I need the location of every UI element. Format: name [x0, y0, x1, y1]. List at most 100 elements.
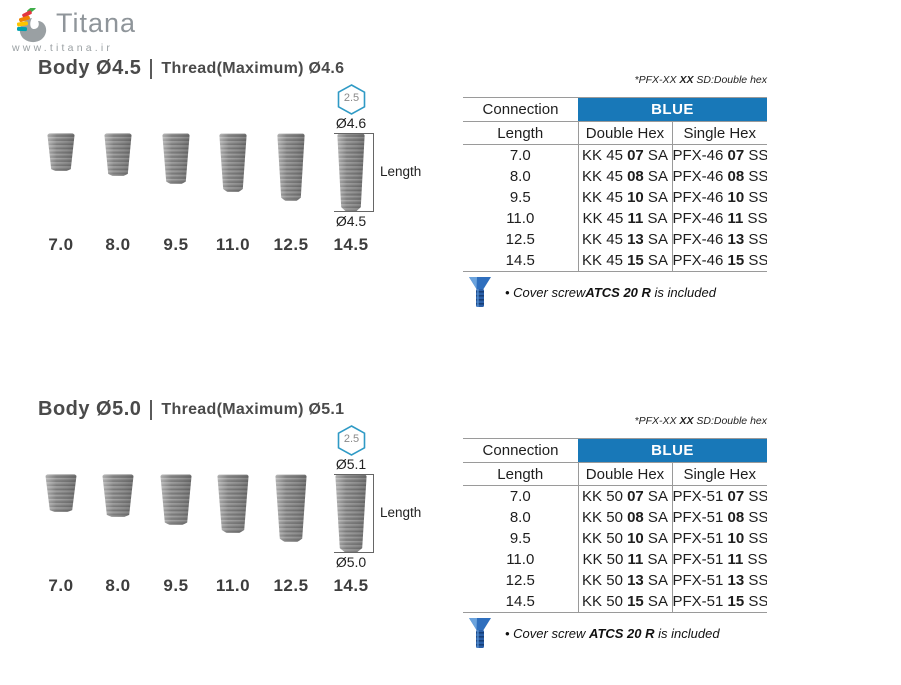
cell-single-hex: PFX-46 11 SS	[671, 208, 767, 229]
col-header-blue: BLUE	[578, 438, 767, 463]
code-post: SS	[744, 488, 767, 505]
code-post: SS	[744, 572, 767, 589]
diameter-top-label: Ø5.1	[335, 456, 367, 472]
code-post: SS	[744, 509, 767, 526]
size-label: 14.5	[333, 576, 369, 595]
code-bold: 08	[727, 509, 745, 526]
col-header-connection: Connection	[463, 97, 578, 122]
table-row: 11.0 KK 45 11 SA PFX-46 11 SS	[463, 208, 767, 229]
cell-length: 8.0	[509, 168, 531, 185]
cell-double-hex: KK 45 13 SA	[577, 229, 672, 250]
code-pre: KK 45	[582, 231, 628, 248]
code-post: SA	[643, 488, 668, 505]
cover-screw-icon	[469, 277, 491, 307]
implant-illustration	[335, 474, 367, 552]
implant-illustration	[162, 133, 190, 184]
table-row: 11.0 KK 50 11 SA PFX-51 11 SS	[463, 549, 767, 570]
product-table: Connection BLUE Length Double Hex Single…	[463, 97, 767, 272]
cover-post: is included	[650, 285, 716, 300]
cell-double-hex: KK 50 10 SA	[577, 528, 672, 549]
code-pre: KK 45	[582, 189, 628, 206]
product-table: Connection BLUE Length Double Hex Single…	[463, 438, 767, 613]
code-post: SA	[643, 572, 668, 589]
code-post: SS	[743, 551, 767, 568]
titana-logo-icon	[16, 8, 47, 43]
table-row: 7.0 KK 50 07 SA PFX-51 07 SS	[463, 485, 767, 507]
table-row: 12.5 KK 50 13 SA PFX-51 13 SS	[463, 570, 767, 591]
code-pre: KK 45	[582, 147, 628, 164]
size-label: 8.0	[105, 235, 131, 254]
footnote-post: SD:Double hex	[693, 74, 767, 86]
table-row: 7.0 KK 45 07 SA PFX-46 07 SS	[463, 144, 767, 166]
dimension-tick	[334, 133, 374, 134]
implant-illustration	[337, 133, 365, 211]
section-title-main: Body Ø4.5	[38, 57, 142, 79]
cover-pre: • Cover screw	[505, 626, 590, 641]
code-pre: PFX-46	[672, 147, 728, 164]
cell-length: 7.0	[509, 488, 531, 505]
cell-length: 11.0	[506, 551, 535, 568]
table-row: 8.0 KK 45 08 SA PFX-46 08 SS	[463, 166, 767, 187]
code-pre: PFX-46	[672, 210, 728, 227]
length-dimension-line	[373, 133, 374, 211]
code-pre: PFX-46	[672, 252, 728, 269]
code-bold: 13	[727, 231, 745, 248]
size-label: 11.0	[215, 235, 251, 254]
hex-connection-badge: 2.5	[337, 84, 366, 115]
code-post: SA	[643, 189, 668, 206]
size-label: 12.5	[273, 576, 309, 595]
size-label: 7.0	[48, 235, 74, 254]
section-body-4-5: Body Ø4.5 Thread(Maximum) Ø4.6 2.5 Ø4.6 …	[0, 57, 901, 337]
code-bold: 11	[727, 210, 744, 227]
cell-length: 8.0	[509, 509, 531, 526]
implant-illustration	[275, 474, 307, 542]
implant-illustration	[160, 474, 192, 525]
implant-illustration	[47, 133, 75, 171]
code-bold: 08	[627, 168, 644, 185]
code-bold: 08	[727, 168, 745, 185]
cover-bold: ATCS 20 R	[589, 626, 655, 641]
code-bold: 10	[627, 530, 644, 547]
dimension-tick	[334, 474, 374, 475]
diameter-bottom-label: Ø4.5	[335, 213, 367, 229]
code-post: SS	[744, 252, 767, 269]
length-dimension-line	[373, 474, 374, 552]
code-bold: 07	[727, 147, 745, 164]
col-header-single-hex: Single Hex	[671, 121, 767, 145]
cover-screw-text: • Cover screw ATCS 20 R is included	[505, 626, 720, 641]
code-bold: 15	[627, 252, 644, 269]
cell-double-hex: KK 50 13 SA	[577, 570, 672, 591]
code-pre: KK 50	[582, 572, 628, 589]
code-post: SA	[643, 509, 668, 526]
code-bold: 13	[627, 572, 644, 589]
code-pre: KK 50	[582, 530, 628, 547]
col-header-length: Length	[463, 121, 578, 145]
code-bold: 10	[727, 530, 745, 547]
col-header-connection: Connection	[463, 438, 578, 463]
footnote-post: SD:Double hex	[693, 415, 767, 427]
diameter-top-label: Ø4.6	[335, 115, 367, 131]
cell-double-hex: KK 45 08 SA	[577, 166, 672, 187]
cover-pre: • Cover screw	[505, 285, 586, 300]
code-pre: KK 45	[582, 168, 628, 185]
cell-single-hex: PFX-51 08 SS	[671, 507, 767, 528]
cell-single-hex: PFX-51 15 SS	[671, 591, 767, 613]
cell-single-hex: PFX-46 13 SS	[671, 229, 767, 250]
code-pre: PFX-51	[672, 530, 728, 547]
code-bold: 07	[727, 488, 745, 505]
code-post: SA	[643, 593, 668, 610]
table-row: 9.5 KK 50 10 SA PFX-51 10 SS	[463, 528, 767, 549]
code-bold: 07	[627, 147, 644, 164]
code-post: SS	[743, 210, 767, 227]
cover-screw-text: • Cover screwATCS 20 R is included	[505, 285, 716, 300]
cell-double-hex: KK 45 10 SA	[577, 187, 672, 208]
cell-length: 7.0	[509, 147, 531, 164]
cell-length: 11.0	[506, 210, 535, 227]
size-label: 12.5	[273, 235, 309, 254]
code-post: SA	[643, 168, 668, 185]
length-label: Length	[380, 505, 422, 520]
brand-name: Titana	[56, 8, 137, 38]
col-header-blue: BLUE	[578, 97, 767, 122]
implant-illustration	[45, 474, 77, 512]
code-post: SS	[744, 189, 767, 206]
